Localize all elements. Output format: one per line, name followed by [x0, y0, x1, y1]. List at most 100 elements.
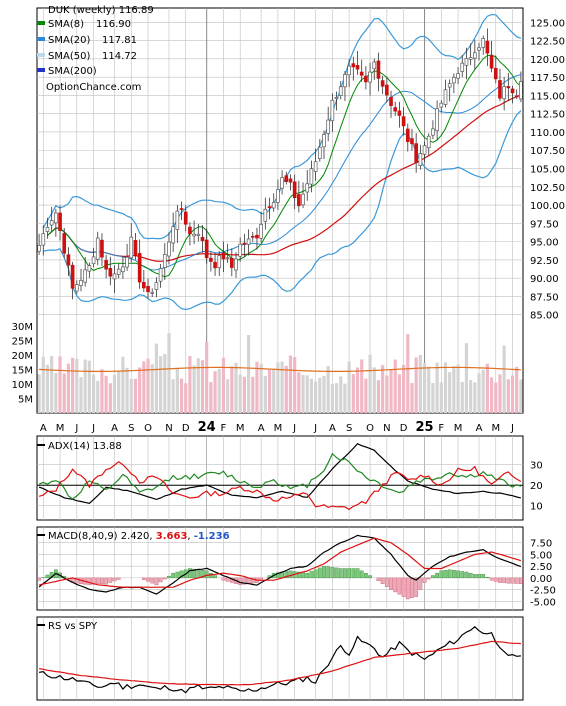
candle-body: [338, 86, 343, 96]
candle-body: [213, 261, 217, 269]
volume-bar: [272, 369, 276, 413]
volume-bar: [163, 354, 167, 413]
candle-body: [238, 243, 243, 257]
volume-bar: [71, 357, 75, 413]
candle-body: [66, 254, 71, 266]
macd-histogram-bar: [45, 574, 50, 579]
candle-body: [452, 77, 456, 84]
macd-histogram-bar: [104, 577, 109, 585]
price-tick-label: 122.50: [530, 37, 565, 48]
macd-histogram-bar: [179, 570, 184, 579]
candle-body: [468, 57, 473, 60]
candle-body: [230, 257, 234, 268]
legend-swatch-sma20: [37, 37, 45, 41]
volume-bar: [343, 383, 347, 413]
macd-histogram-bar: [477, 574, 481, 579]
volume-bar: [364, 378, 368, 413]
volume-bar: [255, 361, 259, 413]
candle-body: [426, 135, 431, 149]
candle-body: [250, 235, 255, 238]
candle-body: [150, 291, 155, 294]
volume-bar: [184, 383, 188, 413]
macd-histogram-bar: [305, 572, 310, 579]
volume-bar: [326, 365, 330, 413]
x-tick-label: J: [74, 423, 78, 434]
volume-bar: [347, 361, 351, 413]
candle-body: [418, 153, 423, 167]
x-tick-label: F: [438, 423, 444, 434]
macd-histogram-bar: [204, 570, 209, 579]
price-tick-label: 112.50: [530, 110, 565, 121]
sma50-line: [47, 94, 522, 262]
price-tick-label: 87.50: [530, 292, 559, 303]
candle-body: [209, 257, 213, 262]
macd-histogram-bar: [397, 577, 402, 595]
rs-title: RS vs SPY: [48, 621, 98, 632]
volume-bar: [431, 383, 435, 413]
macd-histogram-bar: [213, 575, 217, 579]
volume-bar: [226, 379, 230, 413]
macd-panel-tick-label: 5.00: [530, 550, 552, 561]
volume-bar: [192, 365, 196, 413]
volume-bar: [41, 356, 45, 413]
price-tick-label: 120.00: [530, 55, 565, 66]
candle-body: [154, 282, 159, 290]
candle-body: [83, 269, 87, 283]
x-tick-label: J: [292, 423, 296, 434]
volume-bar: [355, 367, 360, 413]
macd-histogram-bar: [284, 571, 289, 579]
x-tick-label: A: [258, 423, 265, 434]
adx-panel-tick-label: 30: [530, 461, 543, 472]
candle-body: [456, 73, 460, 79]
macd-histogram-bar: [506, 577, 511, 584]
volume-bar: [288, 355, 293, 413]
volume-bar: [322, 375, 326, 413]
legend-sma8-value: 116.90: [96, 19, 131, 30]
volume-bar: [205, 342, 209, 413]
candle-body: [100, 239, 104, 258]
volume-bar: [402, 364, 406, 413]
volume-tick-label: 5M: [18, 394, 33, 405]
macd-histogram-bar: [322, 565, 326, 579]
volume-bar: [188, 355, 192, 413]
candle-body: [368, 71, 372, 83]
volume-bar: [280, 361, 284, 413]
macd-histogram-bar: [502, 577, 507, 584]
adx-title: ADX(14) 13.88: [48, 441, 122, 452]
candle-body: [162, 254, 167, 268]
rs-swatch: [37, 624, 45, 626]
volume-bar: [125, 367, 129, 413]
x-tick-label: M: [56, 423, 65, 434]
candle-body: [309, 168, 314, 185]
volume-bar: [200, 360, 205, 413]
volume-bar: [154, 343, 158, 413]
volume-bar: [376, 380, 381, 413]
macd-histogram-bar: [309, 571, 314, 579]
candle-body: [502, 86, 506, 100]
legend-source: OptionChance.com: [46, 82, 141, 93]
macd-histogram-bar: [464, 571, 469, 579]
volume-bar: [489, 377, 494, 413]
macd-histogram-bar: [116, 577, 121, 580]
macd-histogram-bar: [460, 571, 465, 579]
x-tick-label: M: [454, 423, 463, 434]
macd-signal-value: 3.663: [156, 531, 188, 542]
candle-body: [447, 83, 452, 88]
legend-sma8-name: SMA(8): [48, 19, 84, 30]
adx-swatch: [37, 444, 45, 446]
macd-histogram-bar: [443, 570, 448, 579]
volume-bar: [485, 363, 489, 413]
volume-bar: [104, 375, 108, 413]
volume-bar: [414, 357, 418, 413]
volume-bar: [339, 376, 343, 413]
price-tick-label: 110.00: [530, 128, 565, 139]
price-tick-label: 97.50: [530, 219, 559, 230]
candle-body: [439, 102, 444, 108]
adx-panel-tick-label: 10: [530, 502, 543, 513]
volume-bar: [448, 372, 452, 413]
x-tick-label: A: [111, 423, 118, 434]
candle-body: [322, 134, 326, 148]
price-tick-label: 125.00: [530, 18, 565, 29]
candle-body: [95, 237, 100, 260]
